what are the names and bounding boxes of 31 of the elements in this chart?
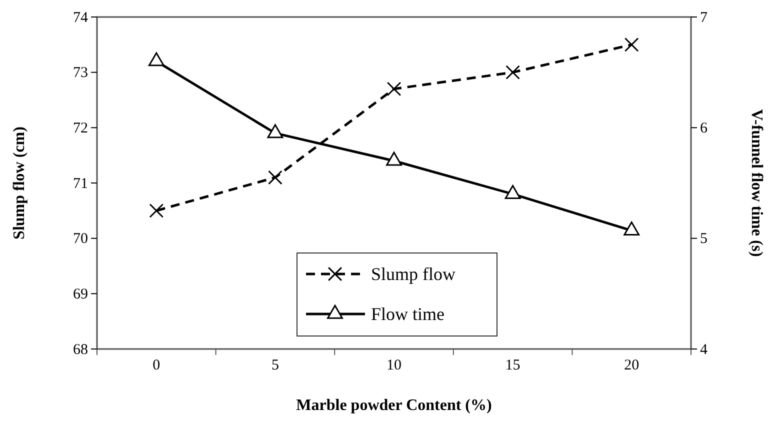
point xyxy=(624,222,640,236)
point xyxy=(149,203,164,218)
point xyxy=(506,65,520,80)
x-tick-label: 10 xyxy=(386,358,402,374)
point xyxy=(504,184,521,199)
point xyxy=(386,152,402,166)
point xyxy=(148,52,164,66)
y2-axis-title: V-funnel flow time (s) xyxy=(748,109,765,257)
y-tick-label: 68 xyxy=(73,342,88,358)
x-tick-label: 5 xyxy=(271,358,279,374)
y-tick-label: 74 xyxy=(73,10,88,26)
point xyxy=(267,124,284,138)
y-tick-label: 69 xyxy=(73,286,88,302)
y-tick-label: 70 xyxy=(73,231,88,248)
point xyxy=(624,37,639,52)
y-tick-label: 72 xyxy=(73,120,88,136)
legend-label: Slump flow xyxy=(371,264,456,284)
point xyxy=(386,82,402,96)
x-axis-title: Marble powder Content (%) xyxy=(296,397,492,414)
x-tick-label: 0 xyxy=(152,358,160,374)
y2-tick-label: 7 xyxy=(700,10,708,26)
legend-label: Flow time xyxy=(371,304,445,324)
x-tick-label: 15 xyxy=(505,358,520,374)
y-tick-label: 71 xyxy=(73,176,88,192)
y2-tick-label: 4 xyxy=(700,342,708,358)
y2-tick-label: 6 xyxy=(700,120,708,136)
y2-tick-label: 5 xyxy=(700,231,708,248)
y-tick-label: 73 xyxy=(73,65,88,82)
point xyxy=(268,170,282,185)
x-tick-label: 20 xyxy=(624,358,640,374)
y-axis-title: Slump flow (cm) xyxy=(11,126,28,240)
